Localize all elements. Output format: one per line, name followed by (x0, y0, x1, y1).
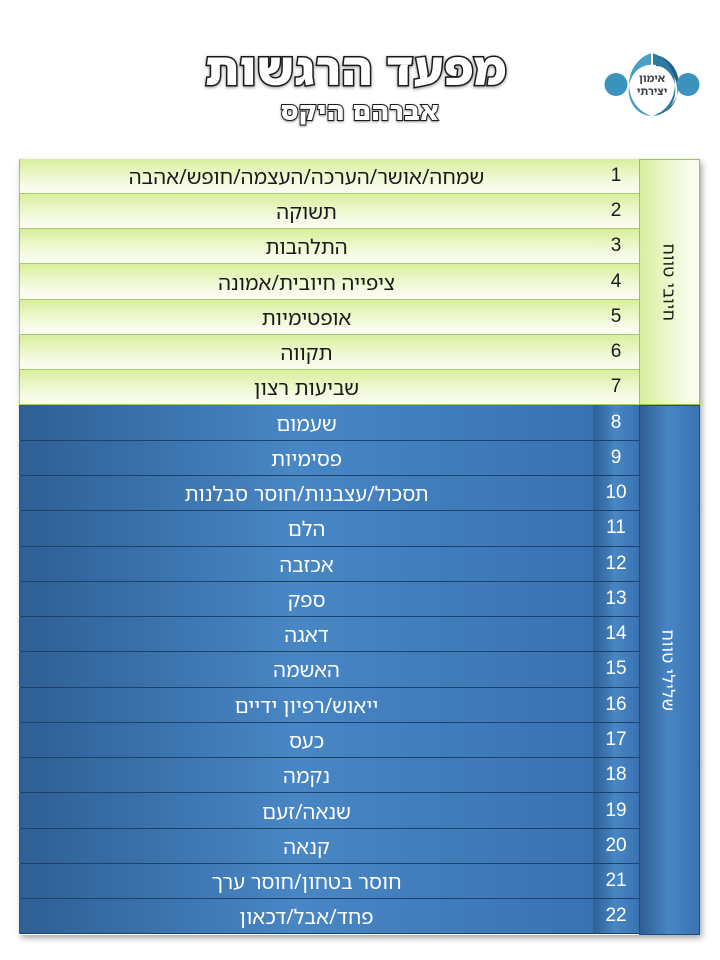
svg-text:יצירתי: יצירתי (637, 84, 667, 99)
